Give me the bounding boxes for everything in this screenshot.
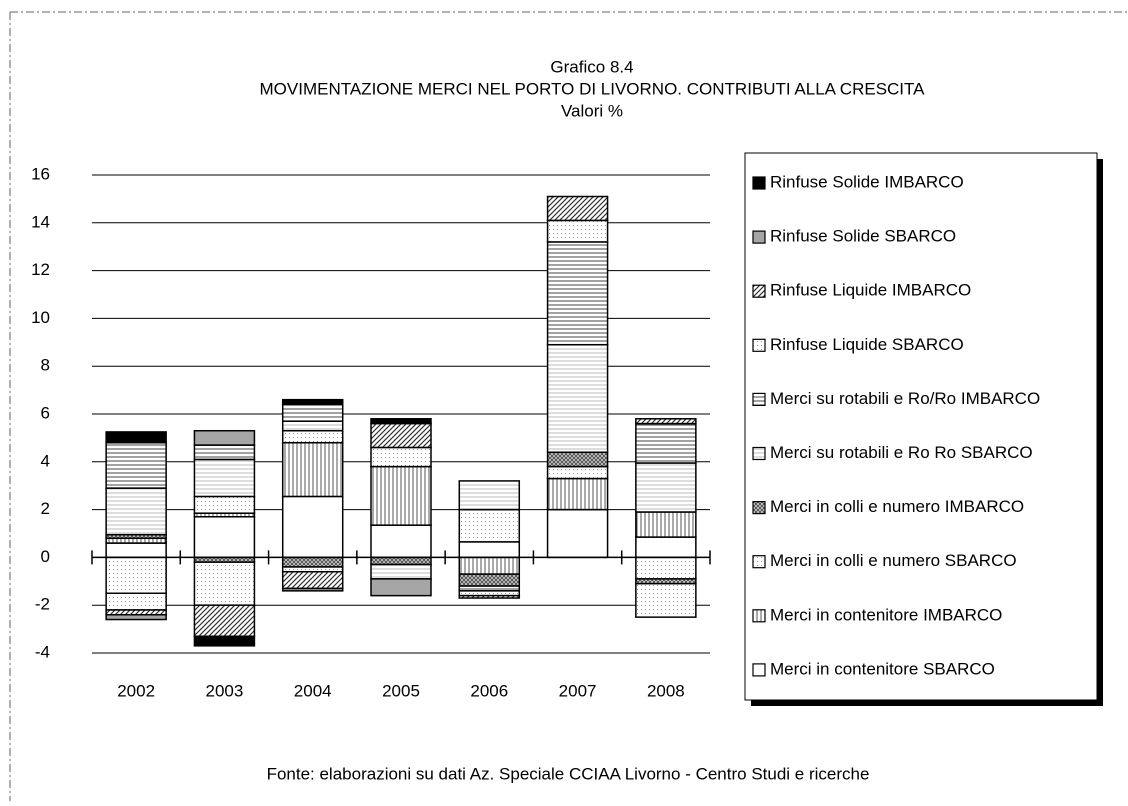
bar-segment [193,635,256,647]
y-tick-label: 12 [31,260,50,279]
bar-segment [546,477,609,511]
bar-segment [458,480,521,511]
legend-label: Merci in contenitore SBARCO [770,659,995,678]
bar-segment [281,403,344,422]
legend-label: Merci in colli e numero SBARCO [770,551,1017,570]
legend-swatch [752,230,766,244]
y-tick-label: 8 [41,356,50,375]
legend-swatch [752,609,766,623]
bar-segment [546,508,609,559]
legend-swatch [752,392,766,406]
y-tick-label: 4 [41,451,50,470]
bar-segment [546,219,609,243]
y-tick-label: 14 [31,212,50,231]
legend-label: Merci in contenitore IMBARCO [770,605,1002,624]
legend-swatch [752,663,766,677]
x-tick-label: 2006 [470,681,508,700]
bar-segment [546,241,609,346]
bar-segment [281,587,344,592]
y-tick-label: 2 [41,499,50,518]
bar-segment [370,524,432,559]
bar-segment [105,592,167,611]
bar-segment [281,556,344,568]
source: Fonte: elaborazioni su dati Az. Speciale… [267,764,870,783]
bar-segment [281,398,344,406]
bar-segment [105,542,167,559]
bar-segment [105,441,167,489]
bar-segment [193,444,256,461]
y-label: Valori % [561,101,623,120]
legend-swatch [752,446,766,461]
bar-segment [105,431,167,444]
bar-segment [281,570,344,590]
bar-segment [370,465,432,526]
y-tick-label: 10 [31,308,50,327]
x-tick-label: 2004 [294,681,332,700]
legend-swatch [752,501,766,515]
bar-segment [635,418,697,425]
bar-segment [458,508,521,543]
bar-segment [193,516,256,559]
bar-segment [546,465,609,480]
y-tick-label: 16 [31,164,50,183]
bar-segment [635,536,697,559]
bar-segment [105,556,167,595]
bar-segment [105,614,167,621]
y-tick-label: -4 [35,642,50,661]
bar-segment [635,556,697,580]
bar-segment [546,451,609,468]
bar-segment [458,573,521,587]
bar-segment [370,563,432,580]
y-tick-label: -2 [35,595,50,614]
bar-segment [635,462,697,513]
legend-swatch [752,555,766,569]
bar-segment [193,495,256,514]
bar-segment [193,429,256,446]
bar-segment [370,446,432,468]
bar-segment [370,556,432,566]
bar-segment [458,594,521,599]
legend-label: Rinfuse Liquide IMBARCO [770,281,971,300]
bar-segment [193,604,256,638]
bar-segment [635,511,697,538]
y-tick-label: 0 [41,547,50,566]
bar-segment [281,420,344,432]
legend-label: Merci in colli e numero IMBARCO [770,497,1024,516]
legend-swatch [752,338,766,352]
bar-segment [193,458,256,498]
chart-subtitle: MOVIMENTAZIONE MERCI NEL PORTO DI LIVORN… [260,79,926,98]
bar-segment [281,495,344,559]
legend-label: Merci su rotabili e Ro/Ro IMBARCO [770,389,1040,408]
bar-segment [370,422,432,449]
legend [744,152,1098,701]
legend-label: Rinfuse Liquide SBARCO [770,335,964,354]
x-tick-label: 2007 [559,681,597,700]
bar-segment [370,418,432,425]
legend-label: Rinfuse Solide IMBARCO [770,172,964,191]
x-tick-label: 2002 [117,681,155,700]
bar-segment [105,487,167,536]
legend-label: Rinfuse Solide SBARCO [770,227,956,246]
x-tick-label: 2008 [647,681,685,700]
bar-segment [458,541,521,559]
bar-segment [635,582,697,618]
bar-segment [193,561,256,606]
bar-segment [546,343,609,453]
y-tick-label: 6 [41,403,50,422]
chart-title: Grafico 8.4 [550,57,633,76]
bar-segment [458,556,521,575]
legend-swatch [752,176,766,190]
bar-segment [635,422,697,464]
legend-label: Merci su rotabili e Ro Ro SBARCO [770,443,1033,462]
x-tick-label: 2005 [382,681,420,700]
x-tick-label: 2003 [206,681,244,700]
bar-segment [370,578,432,597]
bar-segment [281,429,344,444]
bar-segment [281,441,344,498]
bar-segment [546,195,609,222]
legend-swatch [752,284,766,298]
